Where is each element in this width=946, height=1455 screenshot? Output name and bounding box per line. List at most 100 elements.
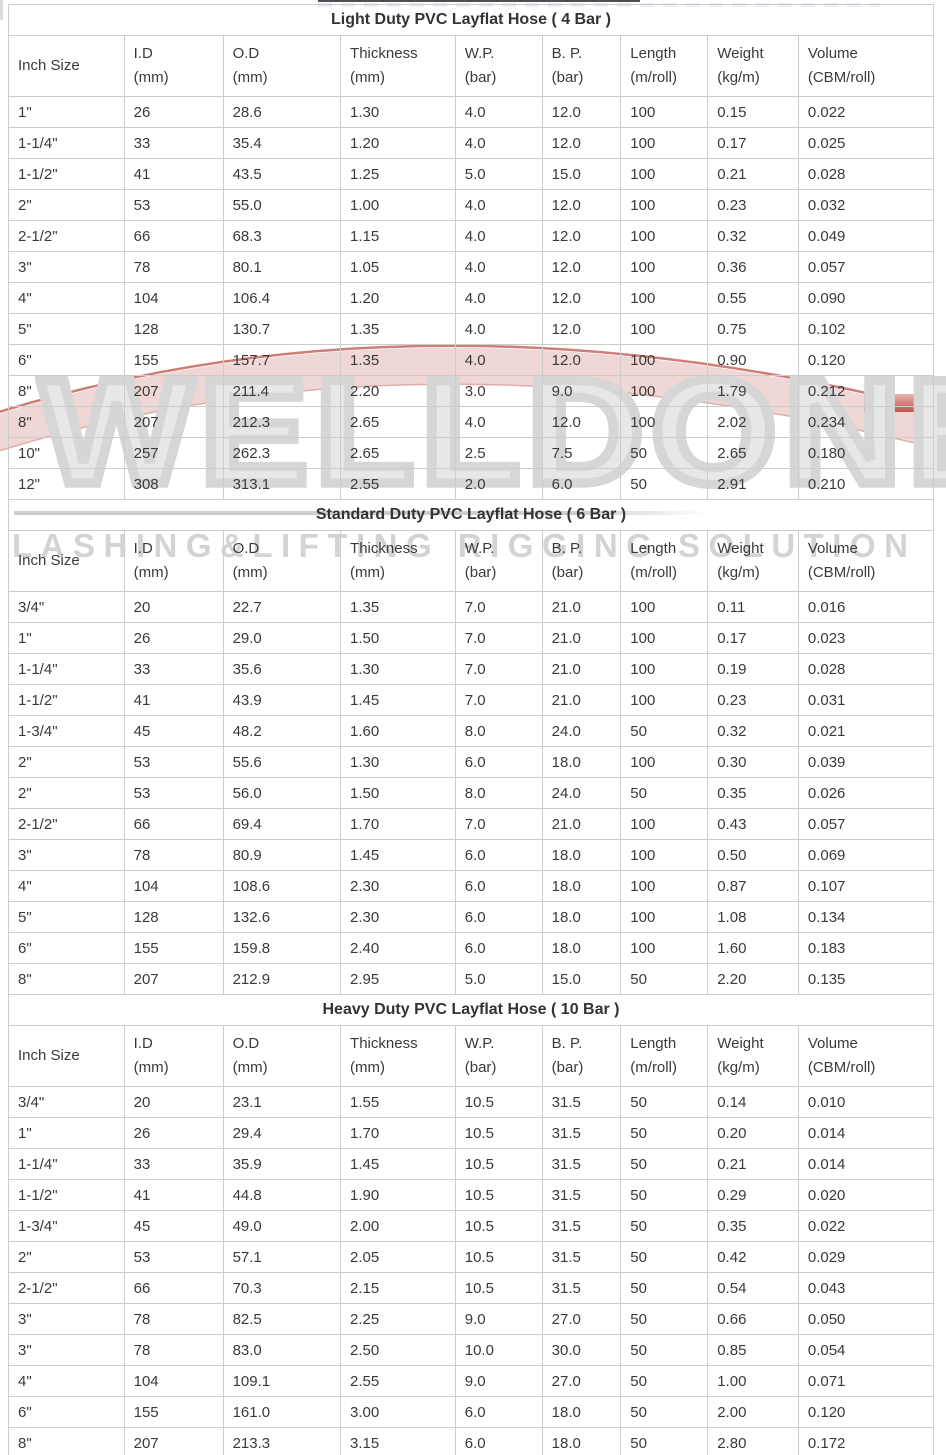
table-row: 4" 104 106.4 1.20 4.0 12.0 100 0.55 0.090 [8,282,935,314]
column-header: W.P. (bar) [454,35,543,97]
column-header: Length (m/roll) [620,1025,709,1087]
spec-cell: 155 [123,932,224,964]
spec-cell: 70.3 [222,1272,342,1304]
table-row: 1-1/4" 33 35.9 1.45 10.5 31.5 50 0.21 0.014 [8,1148,935,1180]
spec-cell: 12.0 [541,189,622,221]
spec-cell: 313.1 [222,468,342,500]
table-row: 6" 155 159.8 2.40 6.0 18.0 100 1.60 0.183 [8,932,935,964]
spec-cell: 7.0 [454,653,543,685]
spec-cell: 55.0 [222,189,342,221]
spec-cell: 22.7 [222,591,342,623]
spec-cell: 1.35 [340,344,456,376]
spec-cell: 0.43 [707,808,799,840]
table-row: 3/4" 20 22.7 1.35 7.0 21.0 100 0.11 0.016 [8,591,935,623]
table-row: 1" 26 28.6 1.30 4.0 12.0 100 0.15 0.022 [8,96,935,128]
spec-cell: 5.0 [454,963,543,995]
spec-cell: 50 [620,437,709,469]
spec-cell: 66 [123,1272,224,1304]
column-header: B. P. (bar) [541,1025,622,1087]
spec-cell: 1.20 [340,127,456,159]
spec-cell: 155 [123,344,224,376]
spec-cell: 2.00 [340,1210,456,1242]
spec-cell: 8" [8,1427,125,1455]
spec-table-container: Light Duty PVC Layflat Hose ( 4 Bar ) Inc… [8,4,935,1455]
spec-cell: 1" [8,96,125,128]
spec-cell: 41 [123,684,224,716]
spec-cell: 0.54 [707,1272,799,1304]
column-header: I.D (mm) [123,35,224,97]
spec-cell: 31.5 [541,1148,622,1180]
spec-cell: 26 [123,1117,224,1149]
spec-cell: 8.0 [454,777,543,809]
spec-cell: 6.0 [454,901,543,933]
spec-cell: 100 [620,96,709,128]
spec-cell: 9.0 [454,1365,543,1397]
spec-cell: 35.6 [222,653,342,685]
spec-cell: 7.0 [454,684,543,716]
spec-cell: 1.45 [340,1148,456,1180]
spec-cell: 10.5 [454,1241,543,1273]
spec-cell: 7.0 [454,808,543,840]
spec-cell: 8" [8,963,125,995]
spec-cell: 1" [8,1117,125,1149]
spec-cell: 2-1/2" [8,1272,125,1304]
spec-cell: 5" [8,901,125,933]
spec-cell: 0.107 [797,870,935,902]
spec-cell: 1-1/4" [8,127,125,159]
spec-cell: 1-1/4" [8,1148,125,1180]
spec-cell: 0.028 [797,158,935,190]
spec-cell: 4.0 [454,127,543,159]
spec-cell: 0.15 [707,96,799,128]
spec-cell: 4.0 [454,220,543,252]
spec-cell: 0.183 [797,932,935,964]
spec-cell: 10.5 [454,1148,543,1180]
section-title-row: Light Duty PVC Layflat Hose ( 4 Bar ) [8,4,934,36]
spec-cell: 12.0 [541,96,622,128]
spec-cell: 12.0 [541,313,622,345]
table-row: 2" 53 55.0 1.00 4.0 12.0 100 0.23 0.032 [8,189,935,221]
table-row: 2-1/2" 66 69.4 1.70 7.0 21.0 100 0.43 0.057 [8,808,935,840]
column-header-row: Inch Size I.D (mm) O.D (mm) Thickness (mm) W.P.… [8,530,935,592]
spec-cell: 35.9 [222,1148,342,1180]
column-header: Inch Size [8,530,125,592]
spec-cell: 2.05 [340,1241,456,1273]
spec-cell: 0.32 [707,715,799,747]
spec-cell: 2.30 [340,870,456,902]
spec-cell: 0.29 [707,1179,799,1211]
column-header: Weight (kg/m) [707,35,799,97]
spec-cell: 1.45 [340,839,456,871]
spec-cell: 0.090 [797,282,935,314]
table-row: 5" 128 130.7 1.35 4.0 12.0 100 0.75 0.102 [8,313,935,345]
spec-cell: 55.6 [222,746,342,778]
spec-cell: 6" [8,344,125,376]
column-header: W.P. (bar) [454,1025,543,1087]
spec-cell: 10.5 [454,1179,543,1211]
table-row: 1-1/4" 33 35.4 1.20 4.0 12.0 100 0.17 0.025 [8,127,935,159]
spec-cell: 0.90 [707,344,799,376]
table-row: 2" 53 56.0 1.50 8.0 24.0 50 0.35 0.026 [8,777,935,809]
table-row: 1-1/2" 41 43.9 1.45 7.0 21.0 100 0.23 0.031 [8,684,935,716]
spec-cell: 212.3 [222,406,342,438]
column-header: Weight (kg/m) [707,530,799,592]
spec-cell: 1-3/4" [8,1210,125,1242]
column-header: I.D (mm) [123,1025,224,1087]
column-header: Volume (CBM/roll) [797,1025,935,1087]
spec-cell: 50 [620,1334,709,1366]
spec-cell: 0.36 [707,251,799,283]
spec-cell: 0.029 [797,1241,935,1273]
spec-cell: 10.5 [454,1272,543,1304]
spec-cell: 10.0 [454,1334,543,1366]
spec-cell: 0.20 [707,1117,799,1149]
spec-cell: 7.0 [454,622,543,654]
spec-cell: 128 [123,313,224,345]
spec-cell: 35.4 [222,127,342,159]
spec-cell: 1.20 [340,282,456,314]
table-row: 8" 207 211.4 2.20 3.0 9.0 100 1.79 0.212 [8,375,935,407]
spec-cell: 100 [620,684,709,716]
spec-cell: 100 [620,375,709,407]
table-row: 3" 78 83.0 2.50 10.0 30.0 50 0.85 0.054 [8,1334,935,1366]
spec-cell: 100 [620,406,709,438]
table-row: 1-1/2" 41 43.5 1.25 5.0 15.0 100 0.21 0.028 [8,158,935,190]
table-row: 1-3/4" 45 48.2 1.60 8.0 24.0 50 0.32 0.021 [8,715,935,747]
column-header: B. P. (bar) [541,35,622,97]
